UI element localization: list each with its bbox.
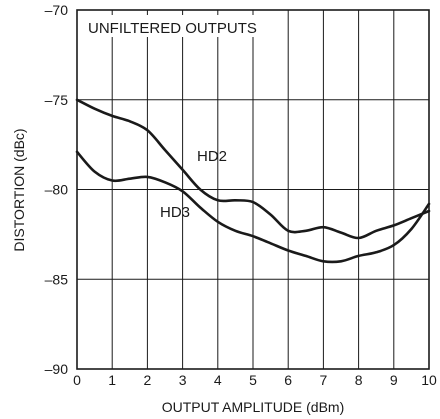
- x-tick-label-7: 7: [320, 372, 328, 388]
- x-axis-title: OUTPUT AMPLITUDE (dBm): [162, 399, 345, 415]
- x-tick-label-10: 10: [421, 372, 437, 388]
- series-line-hd3: [75, 150, 431, 264]
- x-tick-label-8: 8: [355, 372, 363, 388]
- annotation-background: [84, 15, 264, 37]
- y-tick-label-4: –90: [45, 361, 69, 377]
- x-tick-label-4: 4: [214, 372, 222, 388]
- x-tick-label-0: 0: [73, 372, 81, 388]
- y-tick-label-3: –85: [45, 271, 69, 287]
- series-layer: [75, 98, 431, 264]
- y-tick-label-0: –70: [45, 2, 69, 18]
- y-axis-title: DISTORTION (dBc): [11, 128, 27, 251]
- series-label-hd3: HD3: [160, 204, 190, 221]
- series-label-hd2: HD2: [197, 148, 227, 165]
- series-line-hd2: [75, 98, 431, 240]
- x-tick-label-1: 1: [108, 372, 116, 388]
- grid: [77, 10, 429, 369]
- y-tick-label-2: –80: [45, 182, 69, 198]
- x-tick-label-2: 2: [144, 372, 152, 388]
- x-tick-label-9: 9: [390, 372, 398, 388]
- chart-annotation: UNFILTERED OUTPUTS: [88, 20, 257, 37]
- x-tick-label-3: 3: [179, 372, 187, 388]
- x-tick-label-6: 6: [284, 372, 292, 388]
- y-tick-label-1: –75: [45, 92, 69, 108]
- x-tick-label-5: 5: [249, 372, 257, 388]
- x-tick-labels: 0 1 2 3 4 5 6 7 8 9 10: [73, 372, 437, 388]
- plot-frame: [76, 9, 430, 370]
- y-tick-labels: –70 –75 –80 –85 –90: [45, 2, 69, 377]
